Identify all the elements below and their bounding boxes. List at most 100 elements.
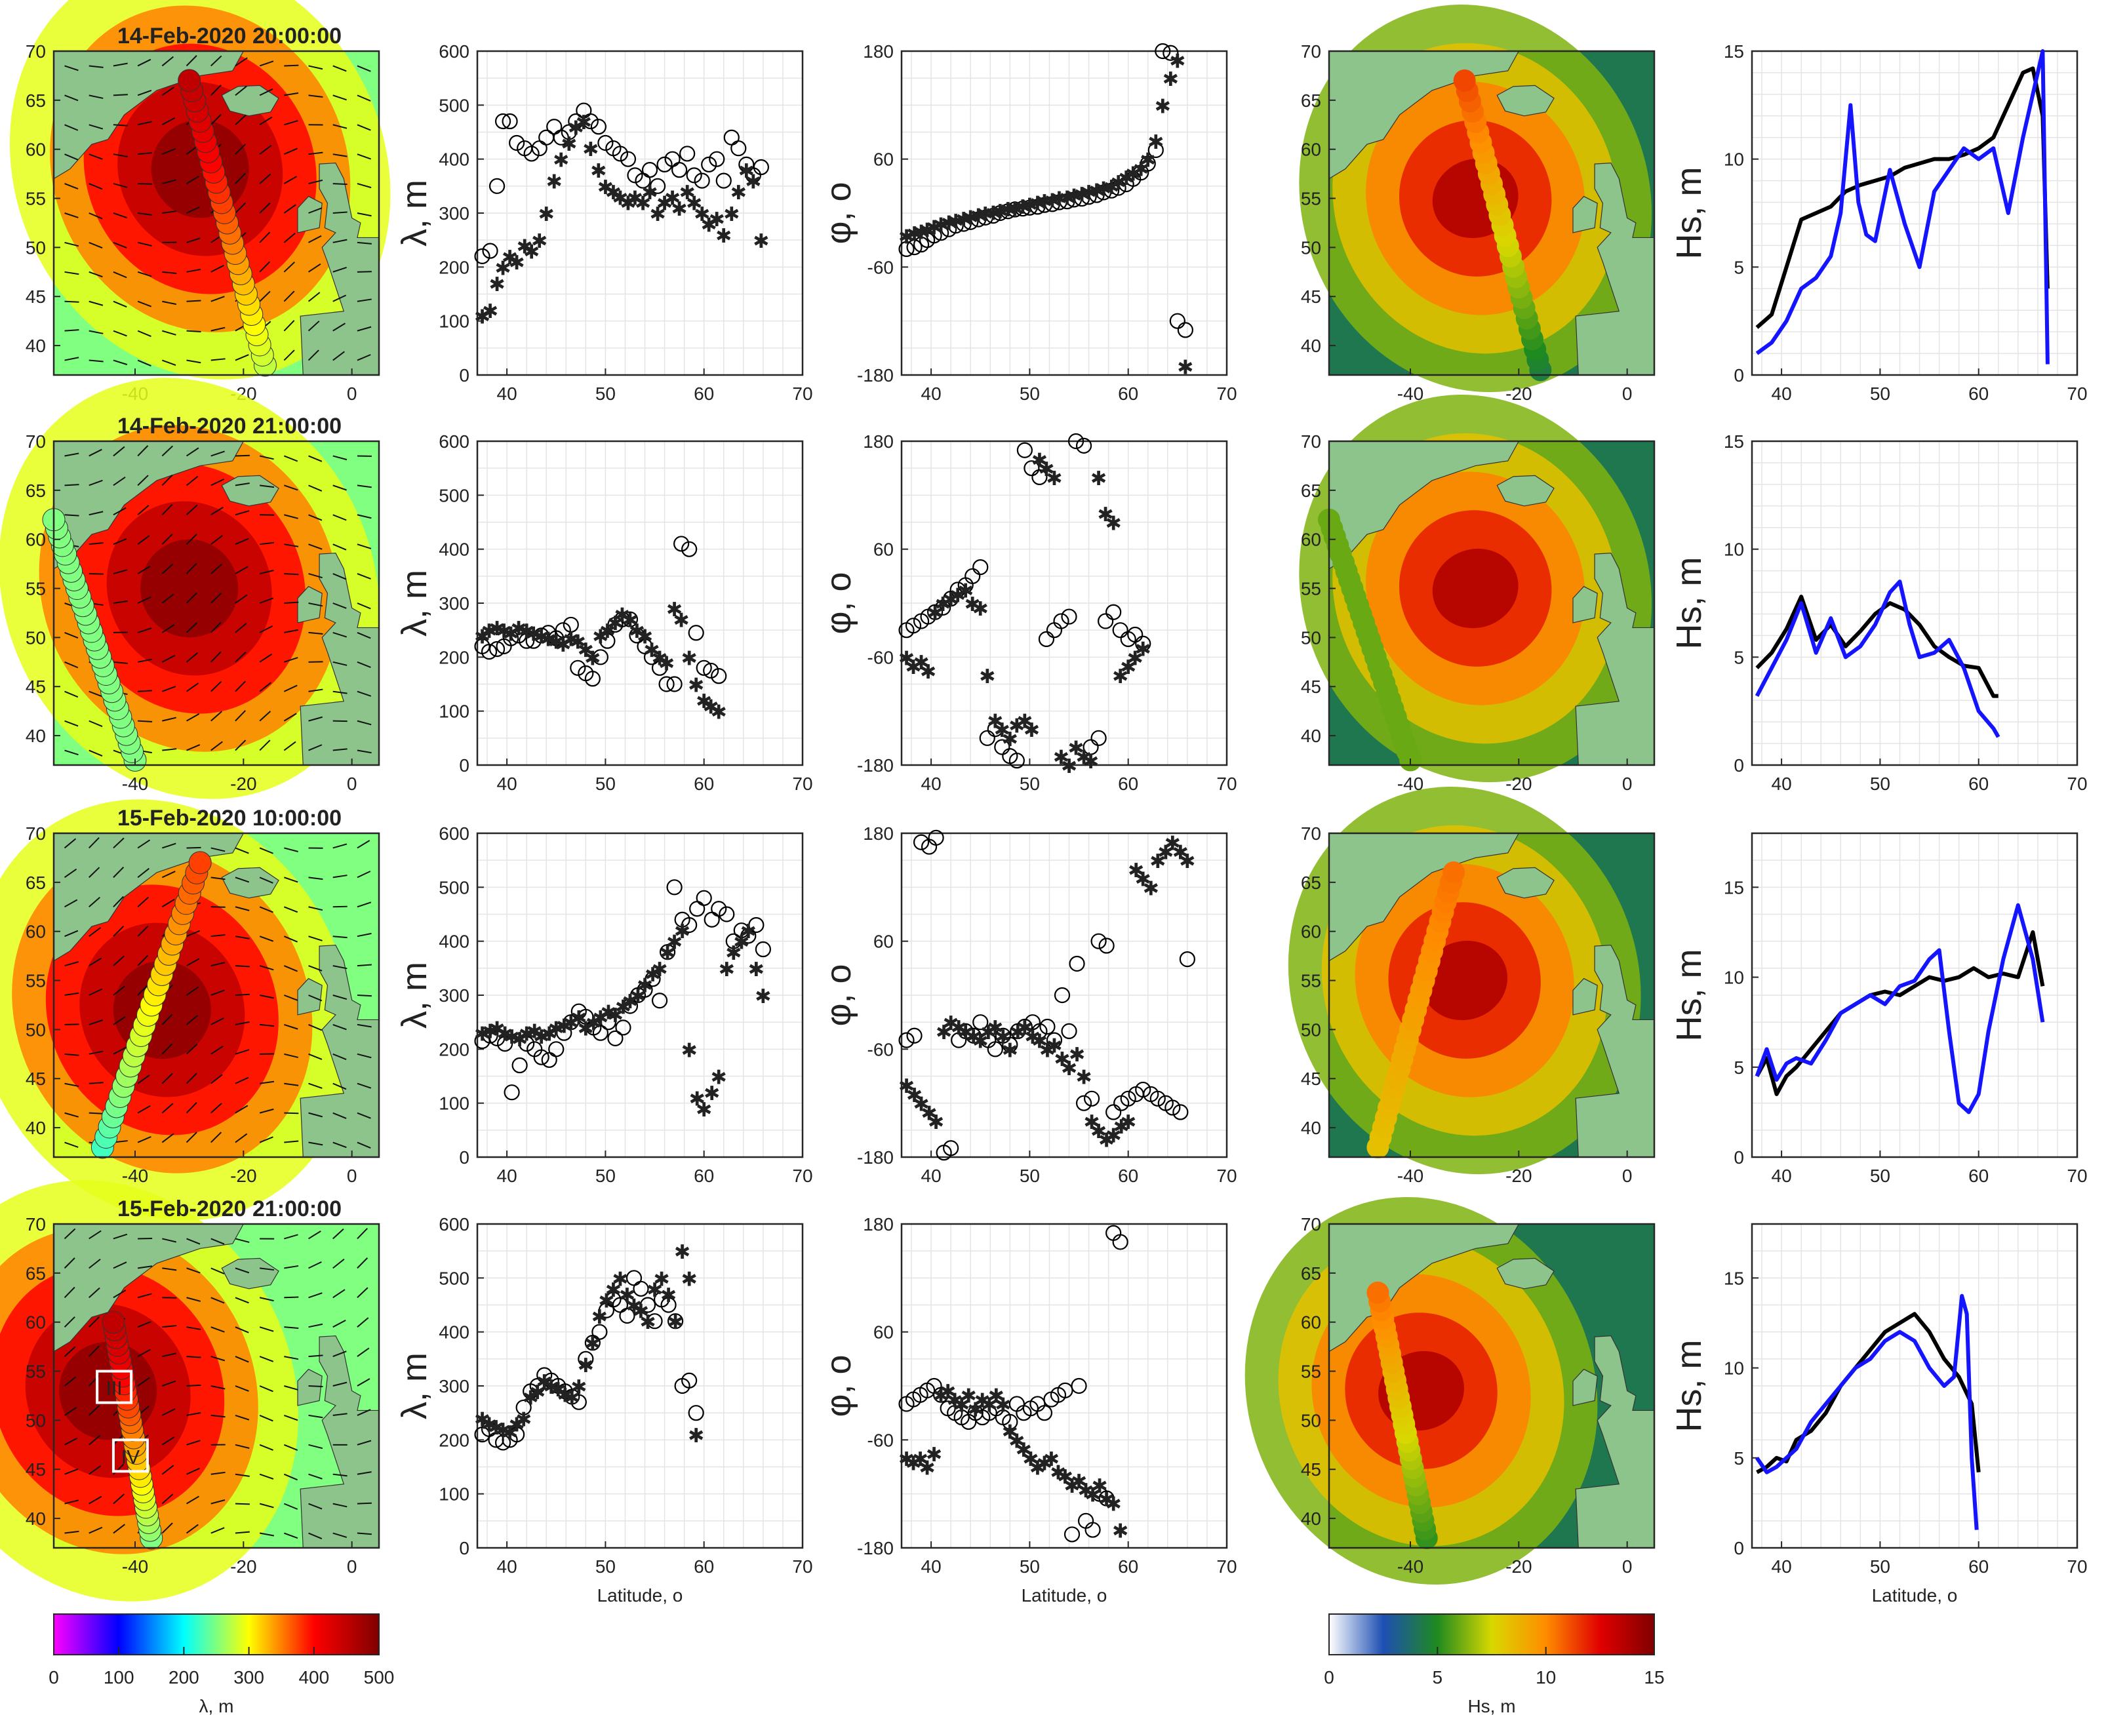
model-point: ✱ [1000,199,1016,221]
wind-arrow [235,1076,249,1084]
model-point: ✱ [719,959,735,981]
wind-arrow [186,1132,197,1143]
model-point: ✱ [992,201,1008,223]
y-tick-label: 50 [26,237,46,258]
observed-point [1083,739,1099,755]
wind-arrow [259,455,274,460]
wind-arrow [162,330,176,336]
y-tick-label: 60 [1301,140,1321,160]
model-point: ✱ [627,187,643,209]
observed-point [719,906,735,922]
wind-arrow [259,711,271,722]
y-tick-label: 600 [439,431,469,452]
wind-arrow [332,631,348,638]
x-tick-label: 60 [1118,1166,1138,1186]
y-tick-label: 400 [439,149,469,170]
panel-r2-hs: 40 50 60 70 0 5 10 15 Hs, m [1669,431,2088,794]
wind-arrow [308,1385,323,1387]
model-point: ✱ [709,209,725,231]
model-point: ✱ [1092,1476,1108,1497]
wind-arrow [357,298,372,302]
observed-point [688,1405,704,1421]
model-point: ✱ [502,1423,518,1444]
wind-arrow [332,294,347,302]
wind-arrow [64,661,79,669]
observed-point [1149,1090,1166,1107]
observed-point [1110,180,1126,196]
wind-arrow [284,1140,299,1143]
model-point: ✱ [1127,648,1143,669]
model-point: ✱ [519,621,535,642]
wind-arrow [332,995,348,1000]
wind-arrow [89,988,103,996]
wind-arrow [113,271,127,279]
track-point [1442,861,1465,884]
model-point: ✱ [1069,1044,1085,1066]
model-point: ✱ [502,247,518,269]
y-axis-label: φ, o [819,964,858,1026]
y-tick-label: -180 [857,755,894,776]
axes-frame [1751,50,2078,376]
axes-frame [1751,832,2078,1158]
colorbar-tick-label: 0 [49,1667,59,1687]
y-tick-label: 65 [26,1263,46,1284]
observed-point [753,159,769,176]
x-tick-label: 50 [1020,774,1040,794]
wind-arrow [210,711,222,722]
wind-arrow [308,1261,322,1269]
wind-arrows [64,445,372,757]
wind-arrow [113,1290,127,1299]
y-tick-label: 100 [439,311,469,332]
wind-arrow [162,748,177,751]
wind-arrow [357,241,372,245]
wind-arrow [308,1082,323,1089]
wind-arrow [284,543,299,547]
ireland-shape [1572,195,1598,233]
observed-point [646,1313,663,1330]
x-tick-label: 50 [595,1166,616,1186]
wind-arrow [64,1286,75,1298]
model-point: ✱ [1105,513,1122,535]
wind-arrow [357,543,372,549]
observed-point [1036,197,1053,213]
observed-point [1061,608,1077,625]
x-tick-label: 60 [1968,1556,1989,1577]
wind-arrow [259,1356,274,1362]
observed-point [651,993,668,1009]
y-tick-label: 60 [873,1322,894,1343]
wind-arrow [235,1385,249,1392]
observed-point [1038,631,1055,647]
colorbar-gradient [53,1613,380,1655]
wind-arrow [308,631,323,635]
model-point: ✱ [1057,1467,1073,1488]
wind-arrow [113,600,128,604]
y-tick-label: 45 [1301,677,1321,697]
model-point: ✱ [1169,51,1185,73]
wind-arrow [308,321,320,332]
wind-arrow [284,120,298,126]
wind-arrow [210,1414,226,1418]
observed-point [1096,184,1112,201]
colorbar-tick-label: 0 [1324,1667,1334,1687]
wind-arrow [259,290,271,302]
x-tick-label: 70 [1216,1166,1237,1186]
series-observed [474,1270,704,1451]
observed-point [1022,199,1038,216]
panel-r3-hs: 40 50 60 70 0 5 10 15 Hs, m [1669,832,2088,1186]
model-point: ✱ [1022,195,1038,216]
x-tick-label: 70 [1216,384,1237,404]
y-tick-label: 50 [26,1410,46,1430]
wind-arrow [113,867,125,878]
wind-arrow [113,955,125,966]
model-point: ✱ [1029,193,1046,215]
x-tick-label: -20 [230,1166,256,1186]
y-tick-label: 500 [439,1268,469,1288]
observed-point [992,205,1008,222]
x-tick-label: 40 [921,1166,942,1186]
wind-arrow [332,94,347,101]
wind-arrow [259,1414,273,1422]
wind-arrow [186,1044,198,1055]
model-point: ✱ [570,1008,587,1029]
x-tick-label: 60 [694,1166,714,1186]
model-point: ✱ [660,943,676,964]
